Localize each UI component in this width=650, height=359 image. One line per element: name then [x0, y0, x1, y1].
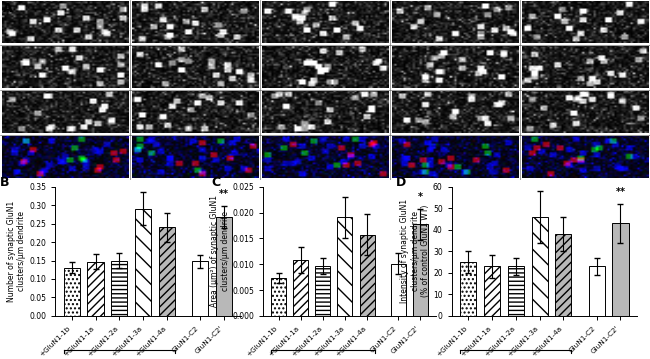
Bar: [508, 266, 524, 316]
Y-axis label: Number of synaptic GluN1
clusters/μm dendrite: Number of synaptic GluN1 clusters/μm den…: [7, 201, 27, 302]
Text: *: *: [418, 192, 422, 202]
Text: SynGAP: SynGAP: [3, 64, 31, 70]
Bar: [612, 223, 629, 316]
Bar: [315, 266, 330, 316]
Text: **: **: [219, 190, 229, 199]
Text: B: B: [0, 176, 9, 189]
Bar: [391, 264, 406, 316]
Bar: [111, 261, 127, 316]
Bar: [192, 261, 208, 316]
Bar: [64, 268, 80, 316]
Bar: [88, 262, 103, 316]
Text: GluN1(-/-) + GluN1-1a: GluN1(-/-) + GluN1-1a: [159, 3, 231, 9]
Bar: [589, 266, 604, 316]
Text: SynGAP: SynGAP: [3, 155, 26, 159]
Bar: [359, 235, 374, 316]
Text: C: C: [211, 176, 221, 189]
Text: GluN1(-/-) + GluN1-4a: GluN1(-/-) + GluN1-4a: [549, 3, 621, 9]
Bar: [135, 209, 151, 316]
Bar: [293, 260, 308, 316]
Text: **: **: [616, 187, 625, 197]
Bar: [460, 262, 476, 316]
Text: GluN1: GluN1: [3, 145, 21, 150]
Bar: [216, 217, 232, 316]
Bar: [159, 227, 175, 316]
Text: VGLUT: VGLUT: [3, 164, 22, 169]
Text: D: D: [396, 176, 406, 189]
Text: GluN1(-/-) + GluN1-3a: GluN1(-/-) + GluN1-3a: [419, 3, 491, 9]
Bar: [271, 278, 286, 316]
Text: A: A: [3, 2, 13, 15]
Bar: [532, 217, 548, 316]
Text: GluN1(-/-) + GluN1-1b: GluN1(-/-) + GluN1-1b: [29, 3, 101, 9]
Text: GluN1: GluN1: [3, 19, 25, 25]
Text: VGLUT: VGLUT: [3, 109, 27, 115]
Text: GluN1(-/-) + GluN1-2a: GluN1(-/-) + GluN1-2a: [289, 3, 361, 9]
Y-axis label: Intensity of synaptic GluN1
clusters/μm dendrite
(% of control GluN1 WT): Intensity of synaptic GluN1 clusters/μm …: [400, 199, 430, 303]
Y-axis label: Area (μm²) of synaptic GluN1
clusters/μm dendrite: Area (μm²) of synaptic GluN1 clusters/μm…: [210, 195, 229, 307]
Bar: [484, 266, 500, 316]
Bar: [337, 217, 352, 316]
Bar: [413, 224, 428, 316]
Bar: [555, 234, 571, 316]
